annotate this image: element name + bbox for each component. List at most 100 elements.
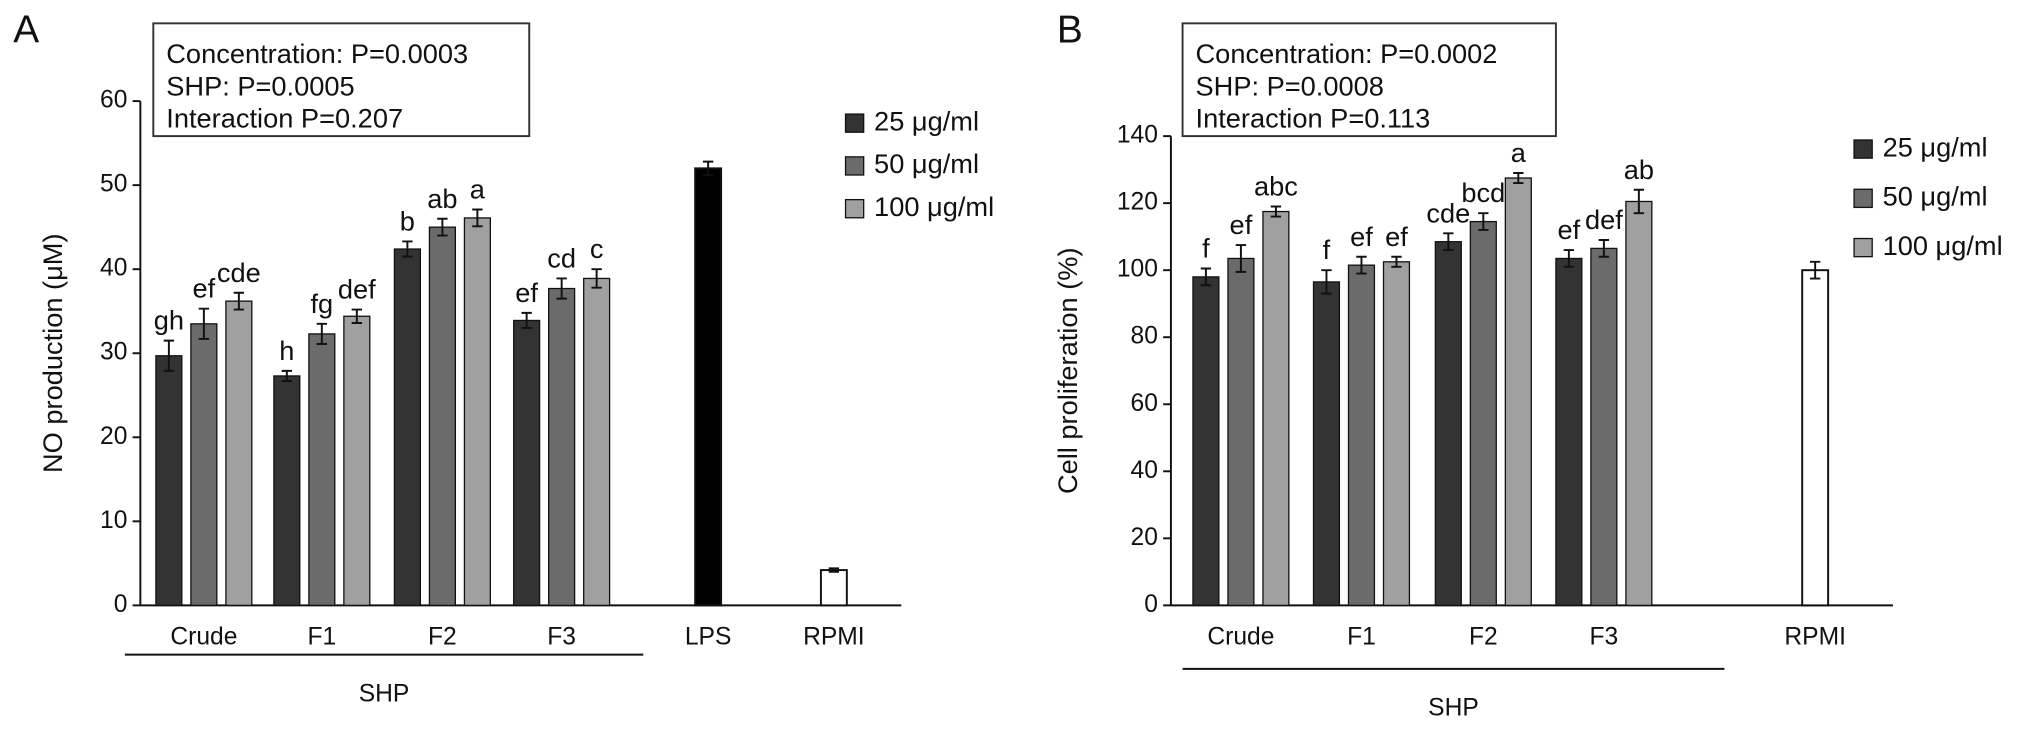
significance-letter: gh <box>154 305 184 336</box>
legend-swatch <box>844 198 865 219</box>
error-bar <box>1513 172 1524 185</box>
significance-letter: c <box>590 233 604 264</box>
y-tick-label: 100 <box>1117 256 1158 283</box>
error-bar <box>198 307 210 340</box>
stats-line: SHP: P=0.0005 <box>166 70 354 101</box>
stats-line: SHP: P=0.0008 <box>1196 70 1384 101</box>
y-tick-label: 80 <box>1131 323 1158 350</box>
stats-box <box>1181 22 1557 138</box>
bar <box>1382 261 1411 607</box>
significance-letter: f <box>1202 233 1210 264</box>
bar <box>428 226 456 607</box>
x-tick-label: RPMI <box>803 623 865 650</box>
error-bar <box>702 160 714 177</box>
significance-letter: b <box>400 206 415 237</box>
significance-letter: ef <box>193 273 216 304</box>
stats-box <box>152 22 531 138</box>
legend-label: 50 μg/ml <box>874 148 979 179</box>
bar <box>225 300 253 607</box>
bar <box>1192 276 1220 607</box>
error-bar <box>1391 255 1402 268</box>
y-tick-label: 120 <box>1117 189 1158 216</box>
error-bar <box>437 217 448 237</box>
legend-label: 25 μg/ml <box>1883 131 1988 162</box>
significance-letter: cde <box>1426 197 1470 228</box>
x-tick-label: F3 <box>1590 623 1619 650</box>
bar <box>548 287 576 607</box>
error-bar <box>281 369 293 382</box>
legend-swatch <box>1853 188 1873 209</box>
error-bar <box>1598 239 1610 258</box>
stats-line: Concentration: P=0.0003 <box>166 38 468 69</box>
bar <box>308 333 336 607</box>
significance-letter: abc <box>1254 171 1298 202</box>
stats-line: Concentration: P=0.0002 <box>1196 38 1498 69</box>
y-tick-label: 50 <box>100 171 127 198</box>
error-bar <box>1633 188 1645 215</box>
significance-letter: def <box>1585 204 1623 235</box>
x-tick-label: LPS <box>685 623 732 650</box>
x-tick-label: Crude <box>170 623 237 650</box>
significance-letter: f <box>1323 234 1331 265</box>
bar <box>1504 177 1532 607</box>
y-tick-label: 40 <box>1131 457 1158 484</box>
significance-letter: ab <box>427 183 457 214</box>
group-label: SHP <box>1428 695 1479 722</box>
significance-letter: bcd <box>1461 177 1505 208</box>
error-bar <box>472 208 483 228</box>
significance-letter: cde <box>217 257 261 288</box>
significance-letter: ef <box>1385 221 1408 252</box>
panel-label: B <box>1057 9 1083 52</box>
x-tick-label: Crude <box>1207 623 1274 650</box>
bar <box>1625 200 1653 607</box>
significance-letter: cd <box>547 242 576 273</box>
significance-letter: h <box>279 335 294 366</box>
significance-letter: ef <box>1350 221 1373 252</box>
legend-label: 25 μg/ml <box>874 105 979 136</box>
bar <box>1262 210 1290 607</box>
y-tick-label: 0 <box>1144 591 1158 618</box>
error-bar <box>402 240 413 258</box>
stats-line: Interaction P=0.207 <box>166 103 403 134</box>
control-bar <box>819 569 848 607</box>
bar <box>273 375 301 607</box>
significance-letter: ef <box>1230 209 1253 240</box>
bar <box>190 323 218 607</box>
x-tick-label: F1 <box>307 623 336 650</box>
bar <box>1434 241 1462 607</box>
error-bar <box>556 277 567 300</box>
x-tick-label: F3 <box>547 623 576 650</box>
bar <box>513 319 541 607</box>
legend-swatch <box>1853 237 1873 258</box>
error-bar <box>163 339 175 372</box>
group-label: SHP <box>359 680 410 707</box>
bar <box>393 248 421 607</box>
y-axis-label: NO production (μM) <box>37 233 68 473</box>
bar <box>1347 264 1376 607</box>
legend-label: 100 μg/ml <box>874 191 994 222</box>
y-tick-label: 60 <box>100 87 127 114</box>
significance-letter: def <box>338 274 376 305</box>
y-axis-label: Cell proliferation (%) <box>1052 247 1083 494</box>
error-bar <box>351 308 363 324</box>
bar <box>1590 247 1618 607</box>
stats-line: Interaction P=0.113 <box>1196 103 1431 134</box>
error-bar <box>828 567 840 573</box>
x-tick-label: RPMI <box>1784 623 1846 650</box>
legend-swatch <box>1853 139 1873 159</box>
y-tick-label: 10 <box>100 507 127 534</box>
significance-letter: ef <box>515 277 538 308</box>
significance-letter: fg <box>310 288 333 319</box>
bar <box>155 355 183 607</box>
error-bar <box>1270 205 1282 218</box>
bar <box>1555 257 1583 607</box>
y-tick-label: 140 <box>1117 122 1158 149</box>
legend-label: 100 μg/ml <box>1883 230 2003 261</box>
error-bar <box>1356 255 1367 275</box>
control-bar <box>694 167 723 607</box>
legend-swatch <box>844 156 865 176</box>
bar <box>583 277 611 607</box>
control-bar <box>1801 269 1830 607</box>
panel-label: A <box>13 9 39 52</box>
